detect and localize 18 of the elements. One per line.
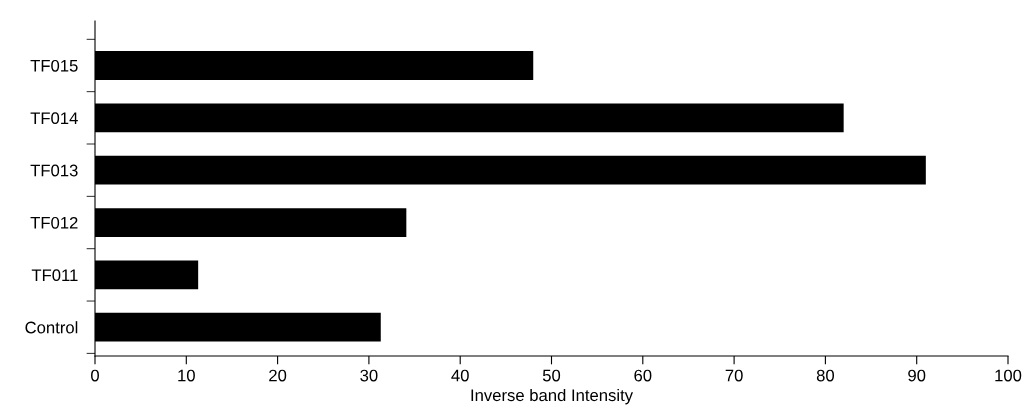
x-tick-label: 20 <box>269 369 287 382</box>
x-tick-label: 80 <box>816 369 835 382</box>
x-tick-label: 100 <box>995 369 1022 382</box>
y-tick-label: TF013 <box>30 164 78 177</box>
y-tick-label: TF012 <box>30 216 78 229</box>
x-tick-label: 0 <box>91 369 99 382</box>
x-tick-label: 30 <box>360 369 378 382</box>
x-tick-label: 70 <box>725 369 743 382</box>
x-axis-title: Inverse band Intensity <box>471 388 634 405</box>
y-tick-label: TF011 <box>31 269 78 282</box>
x-tick-label: 90 <box>908 369 926 382</box>
x-tick-label: 60 <box>634 369 652 382</box>
y-tick-label: TF014 <box>30 112 78 125</box>
x-tick-label: 10 <box>178 369 195 382</box>
y-tick-label: Control <box>25 321 78 334</box>
y-tick-label: TF015 <box>30 59 78 72</box>
x-tick-label: 40 <box>451 369 469 382</box>
x-tick-label: 50 <box>542 369 561 382</box>
